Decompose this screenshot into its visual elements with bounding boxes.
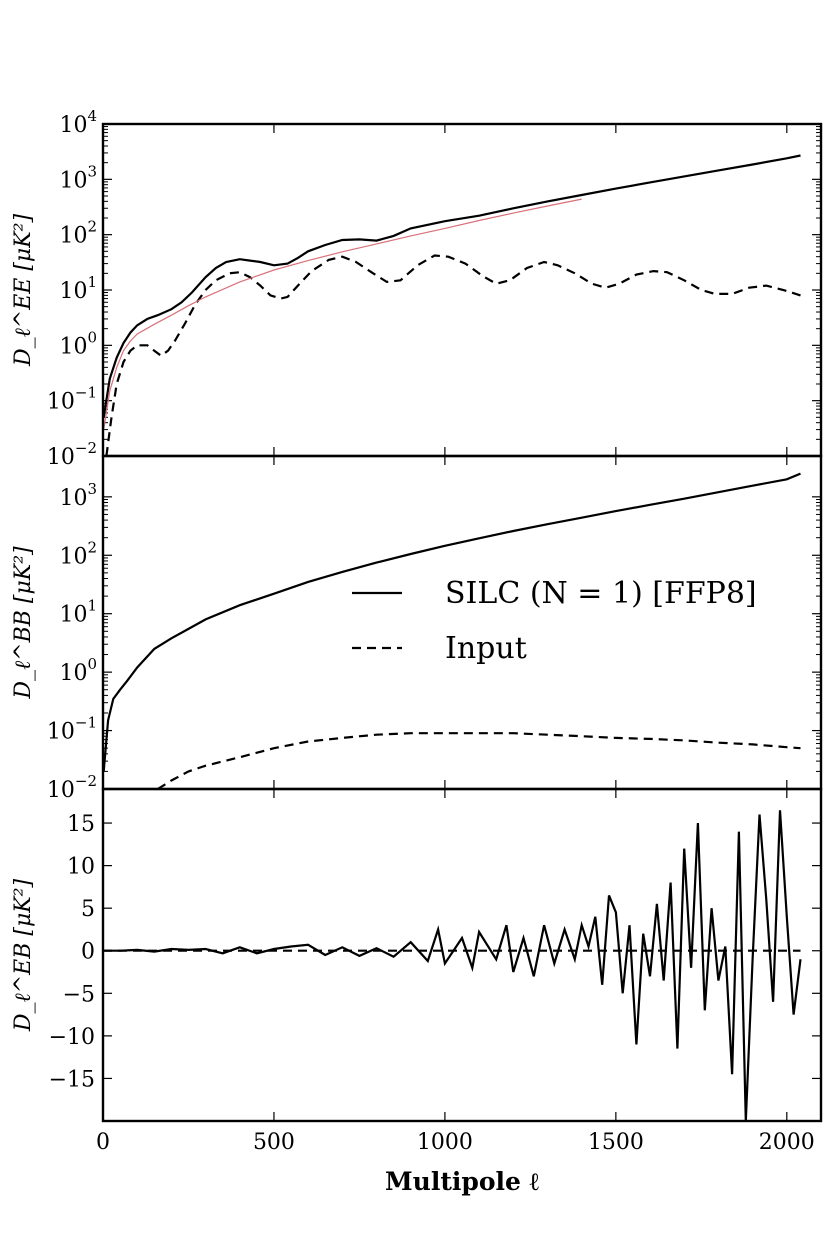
eb-y-tick-label: −15 (49, 1067, 95, 1092)
ee-frame (101, 122, 823, 458)
bb-y-tick-label: 101 (59, 597, 97, 628)
bb-ticks: 10−2 10−1 100 101 102 103 (47, 456, 821, 803)
x-tick-label: 0 (96, 1130, 110, 1155)
bb-series-input-line (157, 732, 801, 789)
bb-y-tick-label: 10−1 (47, 714, 97, 745)
x-tick-label: 1500 (588, 1130, 644, 1155)
ee-y-tick-label: 10−2 (47, 439, 97, 470)
eb-panel: D_ℓ^EB [μK²] 0 500 1000 1500 2000 −15 −10 −5 0 5 1… (11, 789, 821, 1155)
ee-series (103, 154, 801, 456)
x-tick-label: 1000 (417, 1130, 473, 1155)
eb-y-tick-label: 10 (67, 855, 95, 880)
ee-series-input-line (105, 254, 801, 456)
ee-ticks: 10−2 10−1 100 101 102 103 104 (47, 107, 821, 470)
eb-y-tick-label: 5 (81, 897, 95, 922)
legend-label-input: Input (445, 631, 527, 666)
ee-y-tick-label: 102 (59, 218, 97, 249)
eb-y-tick-label: 0 (81, 940, 95, 965)
bb-y-tick-label: 10−2 (47, 772, 97, 803)
ee-y-tick-label: 10−1 (47, 384, 97, 415)
eb-y-tick-label: 15 (67, 812, 95, 837)
bb-panel: D_ℓ^BB [μK²] 10−2 10−1 100 101 102 103 (11, 456, 821, 803)
legend: SILC (N = 1) [FFP8] Input (352, 576, 757, 666)
ee-panel: D_ℓ^EE [μK²] 10−2 10−1 100 101 102 103 104 (11, 107, 821, 470)
ee-series-silc-line (103, 154, 801, 418)
eb-series (103, 810, 802, 1121)
eb-frame (101, 787, 823, 1123)
x-axis-label: Multipole ℓ (385, 1167, 539, 1196)
bb-series-silc-line (103, 472, 801, 772)
bb-y-tick-label: 102 (59, 538, 97, 569)
ee-series-reference-line (103, 198, 582, 430)
eb-series-silc-line (103, 810, 802, 1121)
legend-label-silc: SILC (N = 1) [FFP8] (445, 576, 757, 611)
ee-y-tick-label: 100 (59, 328, 97, 359)
bb-y-axis-label: D_ℓ^BB [μK²] (11, 546, 36, 700)
eb-y-axis-label: D_ℓ^EB [μK²] (11, 879, 36, 1033)
ee-y-tick-label: 103 (59, 162, 97, 193)
eb-ticks: 0 500 1000 1500 2000 −15 −10 −5 0 5 10 15 (49, 789, 821, 1155)
x-tick-label: 500 (253, 1130, 295, 1155)
ee-y-tick-label: 101 (59, 273, 97, 304)
x-tick-label: 2000 (759, 1130, 815, 1155)
ee-y-axis-label: D_ℓ^EE [μK²] (11, 214, 36, 367)
eb-y-tick-label: −5 (63, 982, 95, 1007)
panel-frames (101, 122, 823, 1123)
bb-series (103, 472, 801, 789)
ee-y-tick-label: 104 (59, 107, 97, 138)
eb-y-tick-label: −10 (49, 1025, 95, 1050)
bb-y-tick-label: 100 (59, 655, 97, 686)
bb-frame (101, 454, 823, 791)
bb-y-tick-label: 103 (59, 480, 97, 511)
